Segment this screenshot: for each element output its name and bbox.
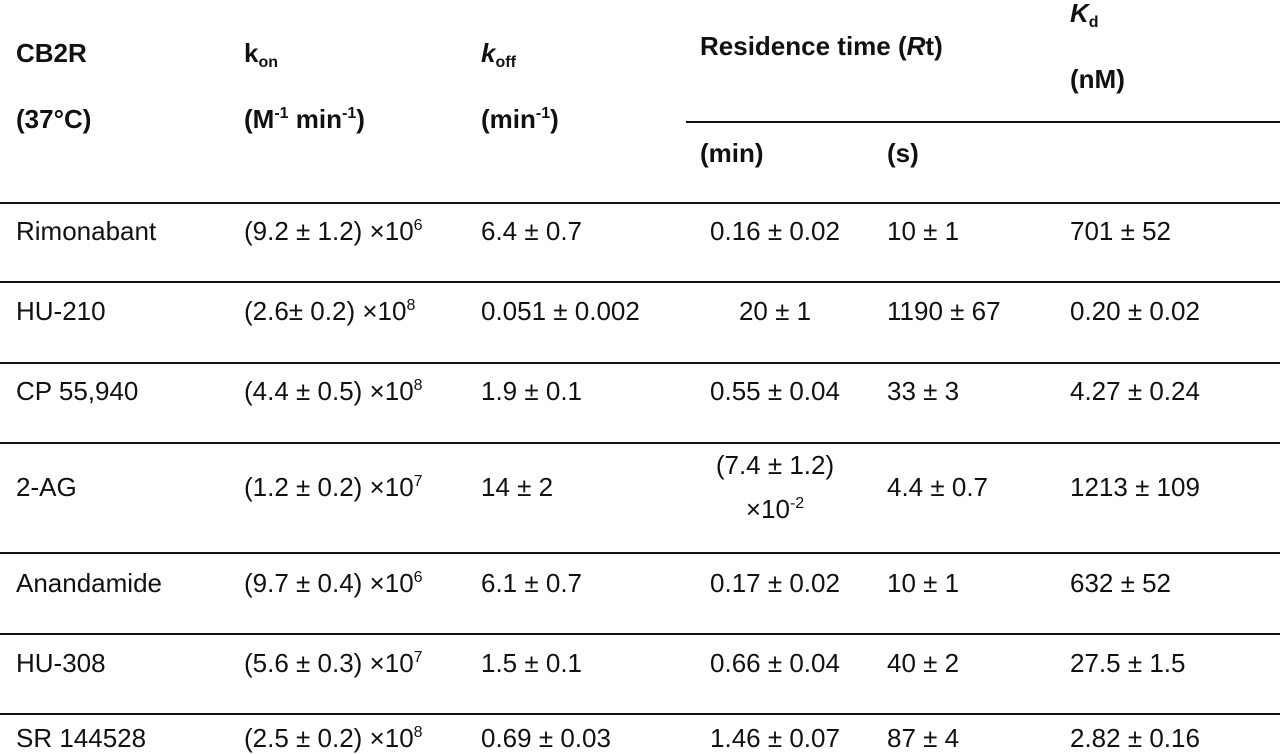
cell-rt-s: 1190 ± 67 <box>887 296 1001 326</box>
cell-compound: 2-AG <box>16 472 77 502</box>
cell-compound: CP 55,940 <box>16 376 139 406</box>
cell-kon: (2.5 ± 0.2) ×108 <box>244 723 423 753</box>
cell-koff: 0.69 ± 0.03 <box>481 723 611 753</box>
cell-compound: HU-308 <box>16 648 106 678</box>
header-rt-s: (s) <box>887 138 919 168</box>
cell-rt-min: 0.16 ± 0.02 <box>710 216 840 246</box>
cell-rt-s: 10 ± 1 <box>887 568 960 598</box>
cell-rt-s: 33 ± 3 <box>887 376 960 406</box>
cell-koff: 1.5 ± 0.1 <box>481 648 583 678</box>
header-kd-unit: (nM) <box>1070 64 1125 94</box>
cell-koff: 14 ± 2 <box>481 472 554 502</box>
header-koff-unit: (min-1) <box>481 104 559 134</box>
cell-rt-s: 4.4 ± 0.7 <box>887 472 989 502</box>
header-cb2r: CB2R <box>16 38 87 68</box>
header-rt-min: (min) <box>700 138 764 168</box>
cell-kd: 701 ± 52 <box>1070 216 1172 246</box>
header-kon-unit: (M-1 min-1) <box>244 104 365 134</box>
header-kon: kon <box>244 38 279 71</box>
cell-kon: (9.7 ± 0.4) ×106 <box>244 568 423 598</box>
cell-rt-min: 0.17 ± 0.02 <box>710 568 840 598</box>
cell-koff: 0.051 ± 0.002 <box>481 296 640 326</box>
row-divider <box>0 281 1280 283</box>
cell-kon: (1.2 ± 0.2) ×107 <box>244 472 423 502</box>
cell-rt-min: 1.46 ± 0.07 <box>710 723 840 753</box>
cell-rt-min-line2: ×10-2 <box>745 494 805 524</box>
row-divider <box>0 442 1280 444</box>
cell-kd: 632 ± 52 <box>1070 568 1172 598</box>
header-residence-time: Residence time (Rt) <box>700 31 943 61</box>
cell-rt-s: 40 ± 2 <box>887 648 960 678</box>
cell-compound: Anandamide <box>16 568 162 598</box>
cell-rt-min: 20 ± 1 <box>738 296 812 326</box>
cell-koff: 6.4 ± 0.7 <box>481 216 583 246</box>
row-divider <box>0 552 1280 554</box>
cell-kd: 1213 ± 109 <box>1070 472 1200 502</box>
cell-kd: 4.27 ± 0.24 <box>1070 376 1200 406</box>
cell-compound: HU-210 <box>16 296 106 326</box>
cell-kon: (9.2 ± 1.2) ×106 <box>244 216 423 246</box>
row-divider <box>0 633 1280 635</box>
header-kd: Kd <box>1070 0 1099 31</box>
cell-compound: SR 144528 <box>16 723 147 753</box>
cell-rt-s: 10 ± 1 <box>887 216 960 246</box>
header-koff: koff <box>481 38 516 71</box>
row-divider <box>0 713 1280 715</box>
cell-kd: 2.82 ± 0.16 <box>1070 723 1200 753</box>
cell-rt-min: 0.55 ± 0.04 <box>710 376 840 406</box>
header-temperature: (37°C) <box>16 104 92 134</box>
cell-rt-min: 0.66 ± 0.04 <box>710 648 840 678</box>
cell-rt-s: 87 ± 4 <box>887 723 960 753</box>
cell-kon: (5.6 ± 0.3) ×107 <box>244 648 423 678</box>
cell-koff: 6.1 ± 0.7 <box>481 568 583 598</box>
cell-kd: 27.5 ± 1.5 <box>1070 648 1186 678</box>
cell-kd: 0.20 ± 0.02 <box>1070 296 1200 326</box>
cell-kon: (2.6± 0.2) ×108 <box>244 296 416 326</box>
row-divider <box>0 202 1280 204</box>
cell-kon: (4.4 ± 0.5) ×108 <box>244 376 423 406</box>
cell-rt-min-line1: (7.4 ± 1.2) <box>715 450 835 480</box>
row-divider <box>0 362 1280 364</box>
cell-koff: 1.9 ± 0.1 <box>481 376 583 406</box>
header-subdivider <box>686 121 1280 123</box>
cell-compound: Rimonabant <box>16 216 157 246</box>
